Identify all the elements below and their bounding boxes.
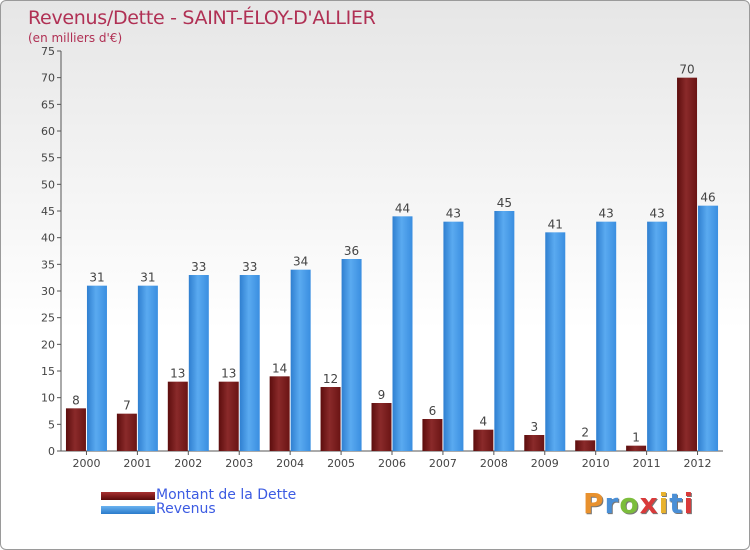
logo-letter: i: [658, 487, 670, 520]
bar-dette: [473, 429, 494, 451]
bar-revenus: [239, 275, 260, 451]
logo-letter: t: [669, 487, 684, 520]
x-tick-label: 2006: [378, 457, 406, 470]
y-tick-label: 40: [41, 232, 55, 245]
x-tick-label: 2009: [531, 457, 559, 470]
bar-dette: [626, 445, 647, 451]
data-label-revenus: 31: [140, 271, 155, 285]
bar-revenus: [545, 232, 566, 451]
legend-swatch-dette: [101, 492, 155, 500]
bar-dette: [422, 419, 443, 451]
y-tick-label: 5: [48, 418, 55, 431]
y-tick-label: 55: [41, 152, 55, 165]
bar-dette: [116, 413, 137, 451]
data-label-revenus: 43: [599, 207, 614, 221]
y-tick-label: 60: [41, 125, 55, 138]
data-label-revenus: 36: [344, 244, 359, 258]
y-tick-label: 70: [41, 72, 55, 85]
bar-revenus: [341, 259, 362, 451]
bar-dette: [371, 403, 392, 451]
y-tick-label: 45: [41, 205, 55, 218]
bar-dette: [524, 435, 545, 451]
logo-letter: P: [583, 487, 605, 520]
bar-revenus: [137, 285, 158, 451]
data-label-dette: 8: [72, 393, 80, 407]
data-label-revenus: 33: [191, 260, 206, 274]
chart-title: Revenus/Dette - SAINT-ÉLOY-D'ALLIER: [28, 7, 376, 29]
data-label-dette: 13: [221, 367, 236, 381]
data-label-revenus: 33: [242, 260, 257, 274]
y-tick-label: 30: [41, 285, 55, 298]
logo-letter: i: [683, 487, 695, 520]
data-label-revenus: 31: [89, 271, 104, 285]
bar-dette: [65, 408, 86, 451]
y-tick-label: 50: [41, 178, 55, 191]
legend-swatch-revenus: [101, 506, 155, 514]
bar-revenus: [86, 285, 107, 451]
x-tick-label: 2003: [225, 457, 253, 470]
data-label-revenus: 46: [700, 191, 715, 205]
y-tick-label: 20: [41, 338, 55, 351]
bar-revenus: [698, 205, 719, 451]
bar-revenus: [290, 269, 311, 451]
y-tick-label: 10: [41, 392, 55, 405]
y-tick-label: 15: [41, 365, 55, 378]
y-tick-label: 0: [48, 445, 55, 458]
y-tick-label: 75: [41, 45, 55, 58]
x-tick-label: 2011: [633, 457, 661, 470]
bar-dette: [575, 440, 596, 451]
data-label-revenus: 34: [293, 255, 308, 269]
bar-dette: [677, 77, 698, 452]
bar-dette: [167, 381, 188, 451]
chart-subtitle: (en milliers d'€): [28, 31, 123, 45]
bar-revenus: [392, 216, 413, 451]
x-tick-label: 2010: [582, 457, 610, 470]
bar-revenus: [647, 221, 668, 451]
legend-label-revenus: Revenus: [156, 501, 216, 517]
x-tick-label: 2001: [123, 457, 151, 470]
x-tick-label: 2005: [327, 457, 355, 470]
x-tick-label: 2007: [429, 457, 457, 470]
data-label-dette: 4: [480, 415, 488, 429]
data-label-dette: 12: [323, 372, 338, 386]
data-label-dette: 2: [581, 425, 589, 439]
data-label-revenus: 45: [497, 196, 512, 210]
data-label-revenus: 43: [446, 207, 461, 221]
bar-revenus: [596, 221, 617, 451]
data-label-dette: 13: [170, 367, 185, 381]
data-label-revenus: 43: [649, 207, 664, 221]
data-label-dette: 14: [272, 361, 287, 375]
proxiti-logo: Proxiti: [583, 487, 694, 520]
logo-letter: o: [619, 487, 640, 520]
y-tick-label: 65: [41, 98, 55, 111]
y-tick-label: 35: [41, 258, 55, 271]
x-tick-label: 2012: [684, 457, 712, 470]
x-tick-label: 2008: [480, 457, 508, 470]
y-tick-label: 25: [41, 312, 55, 325]
data-label-dette: 3: [530, 420, 538, 434]
data-label-revenus: 44: [395, 201, 410, 215]
bar-revenus: [494, 211, 515, 451]
bar-dette: [320, 387, 341, 451]
data-label-dette: 9: [378, 388, 386, 402]
x-tick-label: 2002: [174, 457, 202, 470]
logo-letter: r: [604, 487, 620, 520]
data-label-dette: 70: [679, 63, 694, 77]
data-label-dette: 7: [123, 399, 131, 413]
x-tick-label: 2000: [72, 457, 100, 470]
logo-letter: x: [639, 487, 659, 520]
data-label-dette: 1: [632, 431, 640, 445]
x-tick-label: 2004: [276, 457, 304, 470]
bar-revenus: [443, 221, 464, 451]
data-label-revenus: 41: [548, 217, 563, 231]
bar-revenus: [188, 275, 209, 451]
bar-dette: [269, 376, 290, 451]
legend-label-dette: Montant de la Dette: [156, 487, 297, 503]
data-label-dette: 6: [429, 404, 437, 418]
bar-dette: [218, 381, 239, 451]
